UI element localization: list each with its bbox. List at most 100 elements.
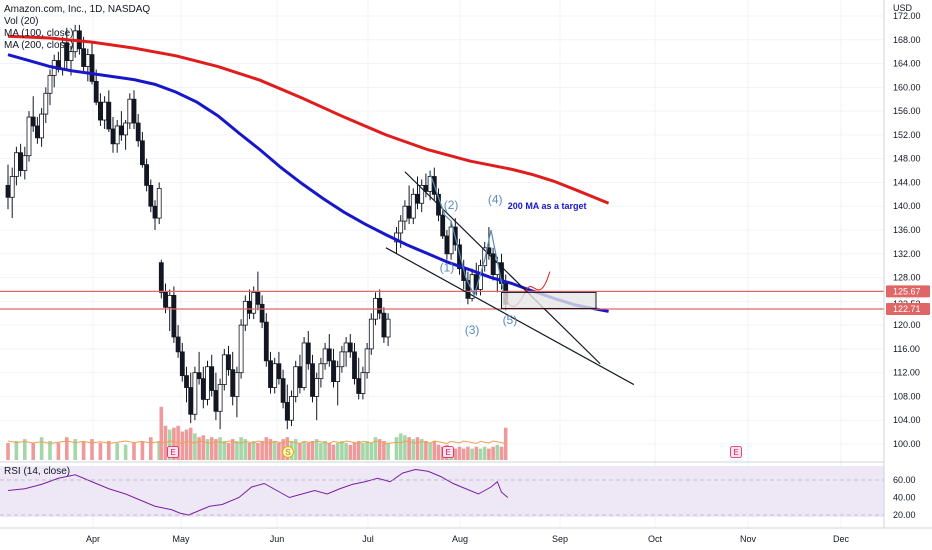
volume-bar	[302, 441, 306, 460]
candle-body	[238, 324, 244, 374]
time-axis[interactable]: Apr May Jun Jul Aug Sep Oct Nov Dec	[86, 534, 850, 544]
rsi-background	[0, 466, 884, 517]
volume-bar	[209, 437, 214, 460]
candle-body	[192, 372, 198, 415]
volume-bar	[503, 427, 508, 460]
candle-body	[152, 205, 158, 219]
volume-bar	[115, 442, 119, 460]
candle-body	[331, 360, 336, 382]
volume-bar	[352, 442, 357, 460]
wave-label: (2)	[444, 198, 459, 212]
price-tick-label: 128.00	[893, 273, 921, 283]
price-tick-label: 140.00	[893, 201, 921, 211]
candle-body	[85, 54, 91, 67]
volume-bar	[432, 441, 437, 460]
rsi-tick-label: 60.00	[893, 475, 916, 485]
volume-bar	[424, 441, 428, 460]
candle-body	[268, 360, 273, 388]
candle-body	[440, 214, 446, 237]
volume-bar	[428, 442, 432, 460]
indicator-volume[interactable]: Vol (20)	[4, 16, 39, 27]
volume-bar	[478, 448, 483, 460]
volume-bar	[107, 441, 111, 460]
grid-lines	[0, 0, 884, 528]
candle-body	[163, 292, 168, 308]
candle-body	[444, 235, 450, 255]
time-tick-label: Aug	[452, 534, 468, 544]
wave-label: (5)	[503, 313, 518, 327]
candle-body	[26, 116, 32, 157]
volume-bars	[6, 406, 508, 460]
volume-bar	[243, 439, 248, 460]
volume-bar	[323, 441, 327, 460]
price-badge-box	[886, 303, 930, 316]
candle-body	[276, 363, 282, 380]
wave-label: (1)	[440, 261, 455, 275]
volume-bar	[482, 446, 487, 460]
candle-body	[179, 351, 185, 377]
candle-body	[171, 294, 177, 338]
earnings-marker-label: E	[170, 448, 175, 457]
candle-body	[310, 363, 315, 397]
volume-bar	[193, 433, 197, 460]
volume-bar	[149, 437, 153, 460]
volume-bar	[98, 442, 103, 460]
ma-200-line	[7, 34, 610, 205]
candle-body	[230, 369, 236, 397]
volume-bar	[272, 441, 277, 460]
volume-bar	[159, 406, 164, 460]
volume-bar	[394, 437, 399, 460]
candle-body	[102, 101, 107, 121]
price-tick-label: 100.00	[893, 439, 921, 449]
time-tick-label: Oct	[648, 534, 663, 544]
earnings-marker	[442, 446, 454, 458]
volume-bar	[453, 448, 458, 460]
price-axis[interactable]: 172.00 168.00 164.00 160.00 156.00 152.00 148.…	[893, 11, 921, 449]
volume-bar	[157, 441, 161, 460]
price-tick-label: 168.00	[893, 35, 921, 45]
candle-body	[13, 152, 19, 177]
price-tick-label: 104.00	[893, 415, 921, 425]
target-zone-box	[501, 291, 597, 309]
indicator-ma-200[interactable]: MA (200, close)	[4, 40, 74, 51]
volume-bar	[314, 439, 319, 460]
candle-body	[478, 265, 483, 290]
candle-body	[247, 300, 252, 314]
time-tick-label: Apr	[86, 534, 100, 544]
candle-body	[482, 247, 488, 267]
volume-bar	[188, 427, 193, 460]
candle-body	[106, 101, 112, 130]
candle-body	[89, 54, 95, 82]
volume-bar	[377, 439, 382, 460]
price-tick-label: 156.00	[893, 106, 921, 116]
candle-body	[156, 187, 162, 219]
price-badge-box	[886, 285, 930, 298]
indicator-ma-100[interactable]: MA (100, close)	[4, 28, 74, 39]
candle-body	[280, 378, 286, 403]
candle-body	[234, 372, 240, 397]
candle-body	[419, 185, 425, 204]
volume-bar	[298, 442, 302, 460]
price-tick-label: 152.00	[893, 130, 921, 140]
symbol-title[interactable]: Amazon.com, Inc., 1D, NASDAQ	[4, 4, 151, 15]
wedge-upper-line	[404, 171, 601, 365]
rsi-tick-label: 20.00	[893, 510, 916, 520]
candle-body	[5, 185, 11, 198]
price-tick-label: 144.00	[893, 177, 921, 187]
volume-bar	[218, 437, 222, 460]
price-tick-label: 172.00	[893, 11, 921, 21]
rsi-legend[interactable]: RSI (14, close)	[4, 466, 71, 477]
candle-body	[200, 378, 206, 400]
candle-body	[352, 351, 357, 380]
candle-body	[175, 336, 181, 353]
volume-bar	[172, 427, 176, 460]
resistance-levels	[0, 290, 884, 310]
volume-bar	[268, 439, 273, 460]
candle-body	[135, 122, 141, 142]
candle-body	[398, 220, 404, 234]
volume-bar	[319, 442, 323, 460]
price-tick-label: 160.00	[893, 82, 921, 92]
candle-body	[356, 378, 362, 394]
candle-body	[255, 292, 261, 305]
